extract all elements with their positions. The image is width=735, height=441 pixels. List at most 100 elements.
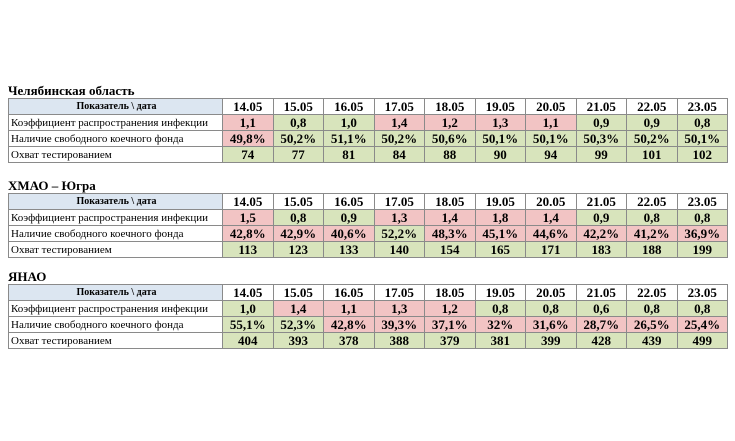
row-label: Охват тестированием (8, 241, 223, 258)
value-cell: 81 (323, 146, 375, 163)
value-cell: 188 (626, 241, 678, 258)
header-date: 19.05 (474, 284, 526, 301)
value-cell: 0,8 (525, 300, 577, 317)
header-date: 19.05 (474, 98, 526, 115)
header-date: 21.05 (575, 98, 627, 115)
header-date: 16.05 (323, 193, 375, 210)
value-cell: 123 (272, 241, 324, 258)
value-cell: 84 (373, 146, 425, 163)
header-label: Показатель \ дата (8, 98, 223, 115)
value-cell: 1,2 (424, 114, 476, 131)
section: ХМАО – Югра Показатель \ дата 14.05 15.05 16… (8, 179, 728, 258)
value-cell: 77 (272, 146, 324, 163)
header-date: 15.05 (272, 193, 324, 210)
value-cell: 41,2% (626, 225, 678, 242)
value-cell: 0,9 (575, 209, 627, 226)
value-cell: 26,5% (626, 316, 678, 333)
value-cell: 99 (575, 146, 627, 163)
header-date: 20.05 (525, 284, 577, 301)
section: ЯНАО Показатель \ дата 14.05 15.05 16.05 17.0… (8, 270, 728, 349)
value-cell: 42,8% (222, 225, 274, 242)
value-cell: 25,4% (676, 316, 728, 333)
value-cell: 48,3% (424, 225, 476, 242)
header-date: 17.05 (373, 193, 425, 210)
value-cell: 1,5 (222, 209, 274, 226)
row-label: Коэффициент распространения инфекции (8, 209, 223, 226)
row-label: Наличие свободного коечного фонда (8, 130, 223, 147)
value-cell: 1,4 (424, 209, 476, 226)
value-cell: 51,1% (323, 130, 375, 147)
header-date: 15.05 (272, 98, 324, 115)
value-cell: 50,3% (575, 130, 627, 147)
value-cell: 428 (575, 332, 627, 349)
row-label: Наличие свободного коечного фонда (8, 316, 223, 333)
header-date: 18.05 (424, 284, 476, 301)
header-row: Показатель \ дата 14.05 15.05 16.05 17.05 18.… (8, 284, 728, 301)
value-cell: 55,1% (222, 316, 274, 333)
row-label: Коэффициент распространения инфекции (8, 114, 223, 131)
data-table: Показатель \ дата 14.05 15.05 16.05 17.05 18.… (8, 98, 728, 163)
value-cell: 0,8 (474, 300, 526, 317)
data-row: Охват тестированием 404 393 378 388 379 381 399… (8, 332, 728, 349)
value-cell: 50,2% (373, 130, 425, 147)
value-cell: 52,2% (373, 225, 425, 242)
section-title: Челябинская область (8, 83, 135, 98)
value-cell: 1,4 (525, 209, 577, 226)
value-cell: 42,9% (272, 225, 324, 242)
value-cell: 39,3% (373, 316, 425, 333)
section-title: ХМАО – Югра (8, 178, 96, 193)
value-cell: 1,4 (373, 114, 425, 131)
header-date: 20.05 (525, 98, 577, 115)
value-cell: 31,6% (525, 316, 577, 333)
value-cell: 42,8% (323, 316, 375, 333)
row-label: Коэффициент распространения инфекции (8, 300, 223, 317)
value-cell: 50,2% (626, 130, 678, 147)
value-cell: 52,3% (272, 316, 324, 333)
value-cell: 1,1 (525, 114, 577, 131)
value-cell: 1,3 (373, 209, 425, 226)
value-cell: 50,2% (272, 130, 324, 147)
header-date: 22.05 (626, 98, 678, 115)
header-date: 21.05 (575, 284, 627, 301)
header-label: Показатель \ дата (8, 193, 223, 210)
value-cell: 88 (424, 146, 476, 163)
header-date: 19.05 (474, 193, 526, 210)
value-cell: 1,0 (323, 114, 375, 131)
header-date: 22.05 (626, 284, 678, 301)
value-cell: 404 (222, 332, 274, 349)
header-date: 23.05 (676, 284, 728, 301)
header-date: 16.05 (323, 284, 375, 301)
value-cell: 49,8% (222, 130, 274, 147)
value-cell: 1,4 (272, 300, 324, 317)
data-row: Наличие свободного коечного фонда 55,1% 52… (8, 316, 728, 333)
value-cell: 44,6% (525, 225, 577, 242)
header-date: 14.05 (222, 98, 274, 115)
value-cell: 42,2% (575, 225, 627, 242)
value-cell: 0,8 (676, 209, 728, 226)
data-row: Наличие свободного коечного фонда 49,8% 50… (8, 130, 728, 147)
value-cell: 399 (525, 332, 577, 349)
header-date: 17.05 (373, 98, 425, 115)
data-row: Коэффициент распространения инфекции 1,5 0… (8, 209, 728, 226)
value-cell: 0,9 (626, 114, 678, 131)
value-cell: 381 (474, 332, 526, 349)
value-cell: 94 (525, 146, 577, 163)
header-label: Показатель \ дата (8, 284, 223, 301)
data-row: Коэффициент распространения инфекции 1,0 1… (8, 300, 728, 317)
header-date: 17.05 (373, 284, 425, 301)
value-cell: 0,9 (323, 209, 375, 226)
value-cell: 1,3 (474, 114, 526, 131)
value-cell: 0,8 (272, 209, 324, 226)
value-cell: 393 (272, 332, 324, 349)
value-cell: 40,6% (323, 225, 375, 242)
value-cell: 101 (626, 146, 678, 163)
value-cell: 102 (676, 146, 728, 163)
value-cell: 1,3 (373, 300, 425, 317)
value-cell: 154 (424, 241, 476, 258)
value-cell: 28,7% (575, 316, 627, 333)
row-label: Охват тестированием (8, 146, 223, 163)
value-cell: 0,8 (272, 114, 324, 131)
value-cell: 32% (474, 316, 526, 333)
data-table: Показатель \ дата 14.05 15.05 16.05 17.05 18.… (8, 284, 728, 349)
value-cell: 0,8 (676, 114, 728, 131)
